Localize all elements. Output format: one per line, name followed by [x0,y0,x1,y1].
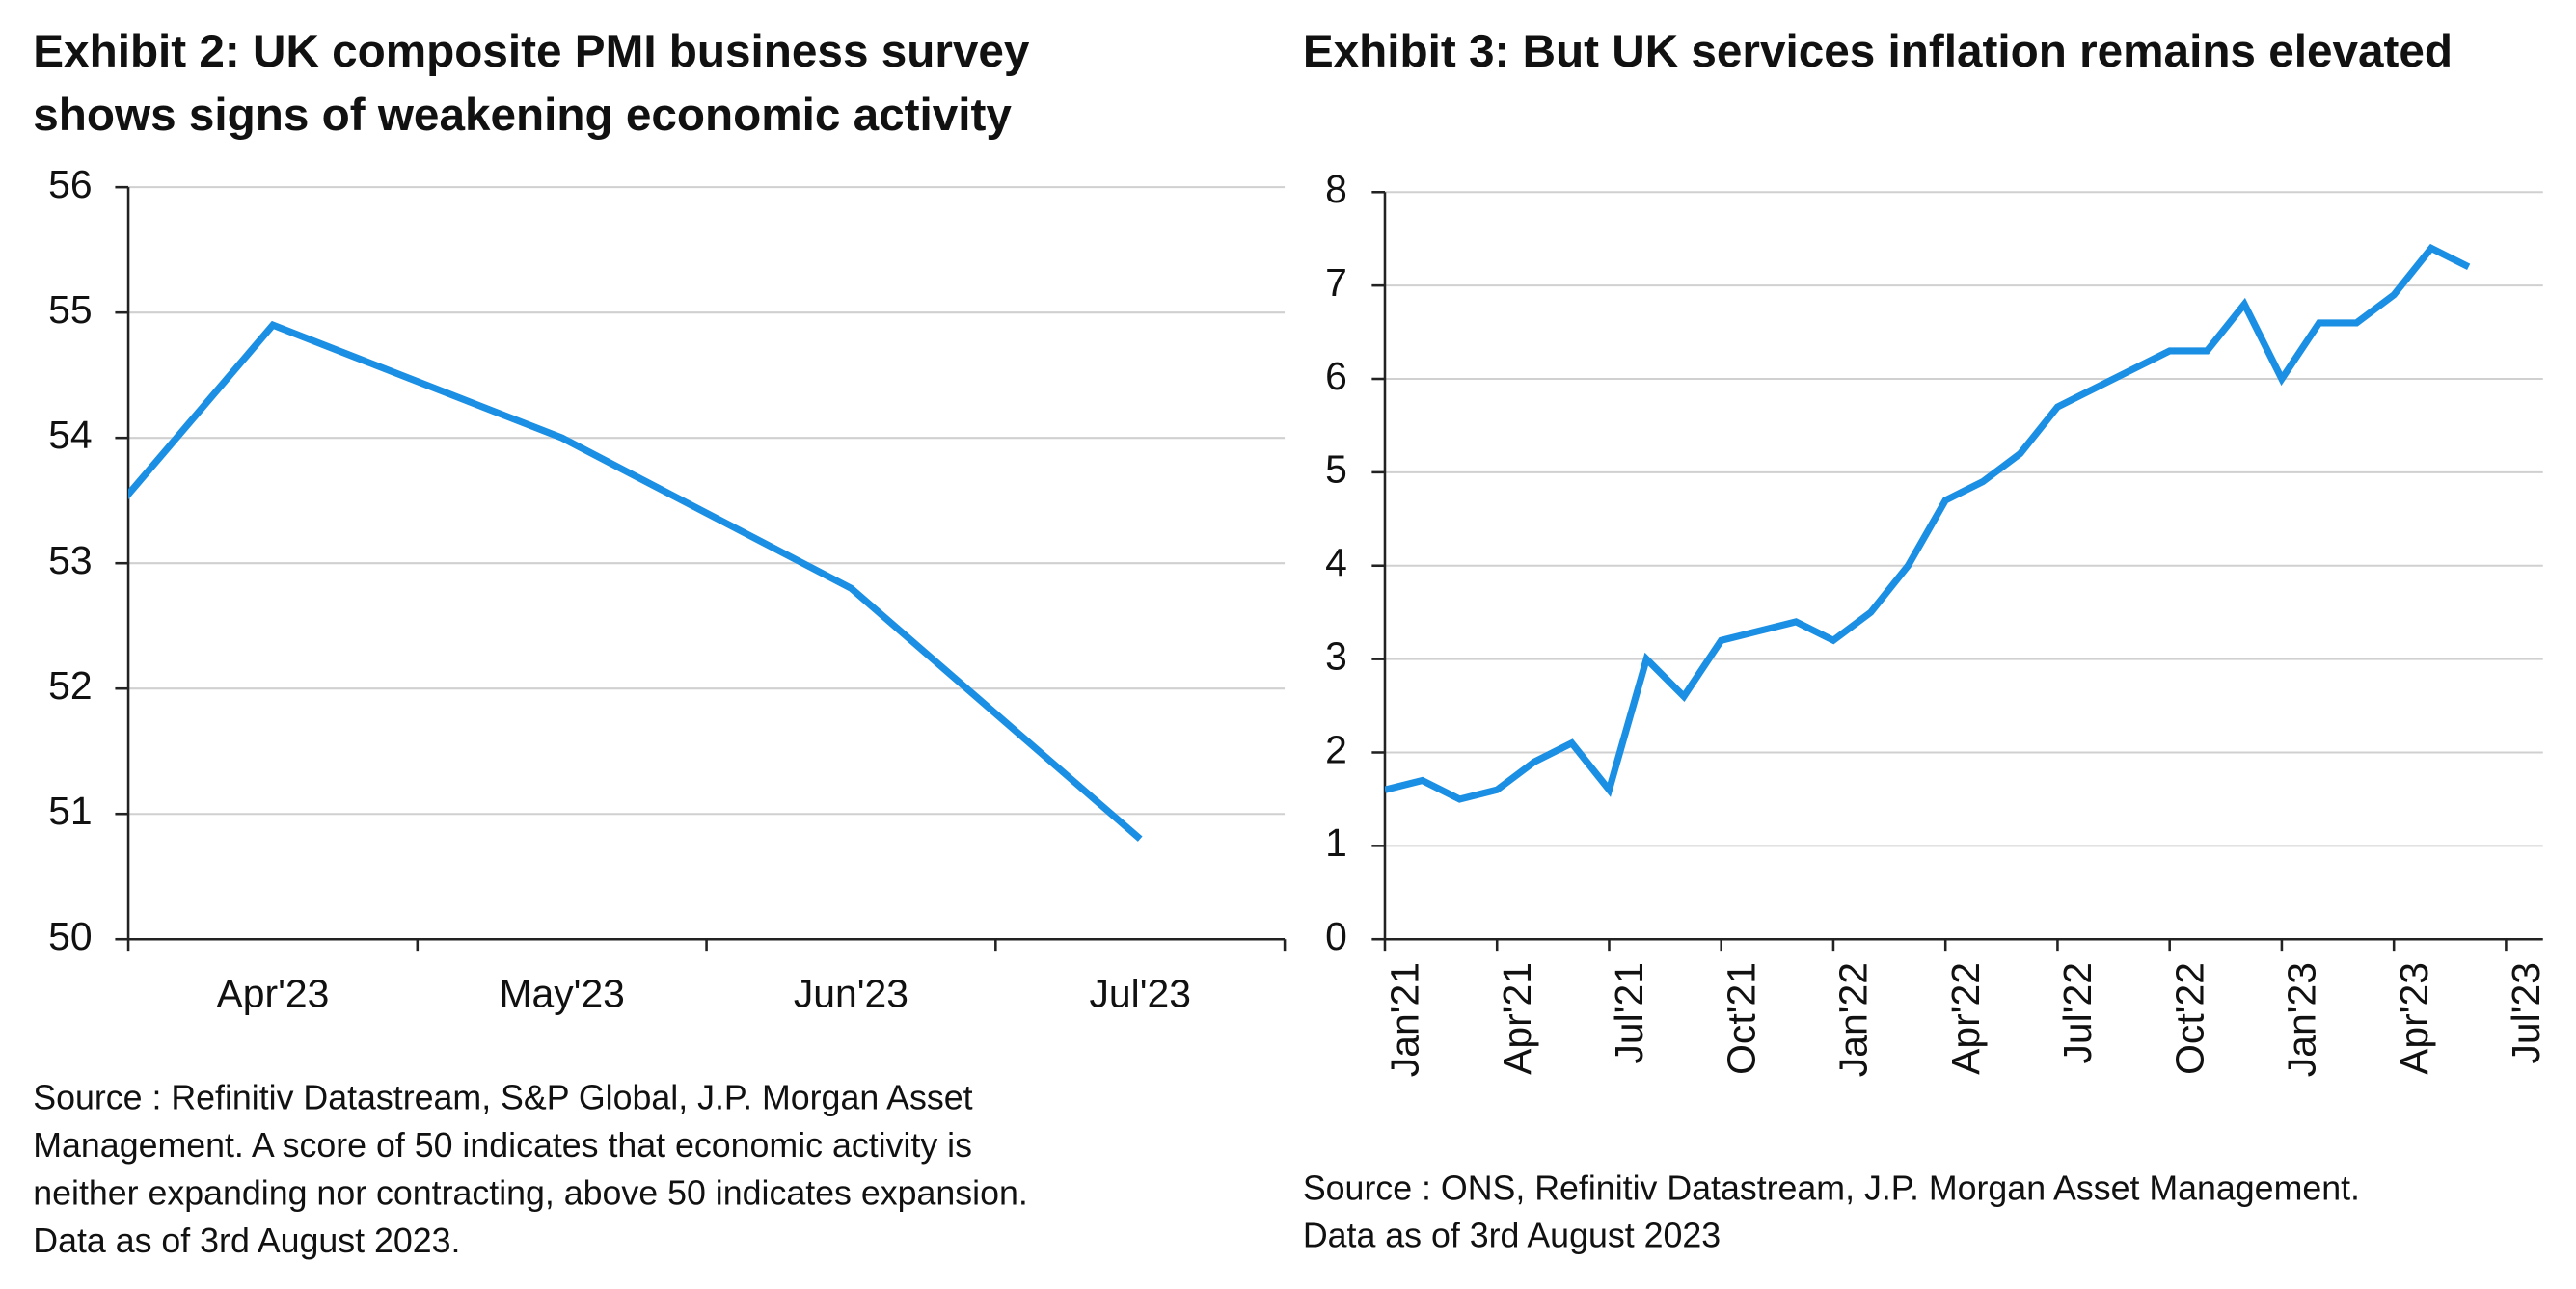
source-note: Management. A score of 50 indicates that… [33,1126,972,1165]
x-tick-label: Jan'21 [1383,962,1427,1077]
y-tick-label: 8 [1325,167,1347,211]
source-note: neither expanding nor contracting, above… [33,1173,1028,1212]
x-tick-label: Jun'23 [794,972,908,1016]
x-tick-label: May'23 [499,972,624,1016]
y-tick-label: 3 [1325,633,1347,678]
y-tick-label: 5 [1325,447,1347,492]
y-tick-label: 55 [48,287,92,332]
y-tick-label: 51 [48,789,92,833]
x-tick-label: Oct'22 [2167,962,2211,1075]
x-tick-label: Apr'21 [1495,962,1539,1075]
source-note: Data as of 3rd August 2023. [33,1222,460,1260]
data-line [1384,243,2471,803]
x-tick-label: Jan'23 [2280,962,2324,1077]
y-tick-label: 52 [48,663,92,708]
chart-title: Exhibit 2: UK composite PMI business sur… [33,26,1030,77]
chart-title: Exhibit 3: But UK services inflation rem… [1303,26,2453,77]
y-tick-label: 0 [1325,914,1347,958]
x-tick-label: Jan'22 [1831,962,1876,1077]
x-tick-label: Jul'23 [2504,962,2548,1063]
y-tick-label: 1 [1325,820,1347,865]
chart-title: shows signs of weakening economic activi… [33,90,1012,141]
x-tick-label: Apr'23 [217,972,330,1016]
source-note: Data as of 3rd August 2023 [1303,1217,1721,1255]
y-tick-label: 4 [1325,541,1347,585]
y-tick-label: 2 [1325,727,1347,771]
plot-area [1384,243,2471,803]
x-tick-label: Jul'23 [1089,972,1190,1016]
plot-area [128,320,1143,842]
data-line [128,320,1143,842]
x-tick-label: Apr'23 [2392,962,2436,1075]
y-tick-label: 54 [48,413,92,457]
x-tick-label: Apr'22 [1943,962,1988,1075]
source-note: Source : Refinitiv Datastream, S&P Globa… [33,1079,972,1117]
y-tick-label: 6 [1325,354,1347,398]
y-tick-label: 7 [1325,260,1347,305]
x-tick-label: Jul'21 [1607,962,1651,1063]
y-tick-label: 50 [48,914,92,958]
source-note: Source : ONS, Refinitiv Datastream, J.P.… [1303,1168,2360,1207]
y-tick-label: 56 [48,162,92,206]
x-tick-label: Oct'21 [1719,962,1763,1075]
x-tick-label: Jul'22 [2055,962,2100,1063]
y-tick-label: 53 [48,538,92,582]
